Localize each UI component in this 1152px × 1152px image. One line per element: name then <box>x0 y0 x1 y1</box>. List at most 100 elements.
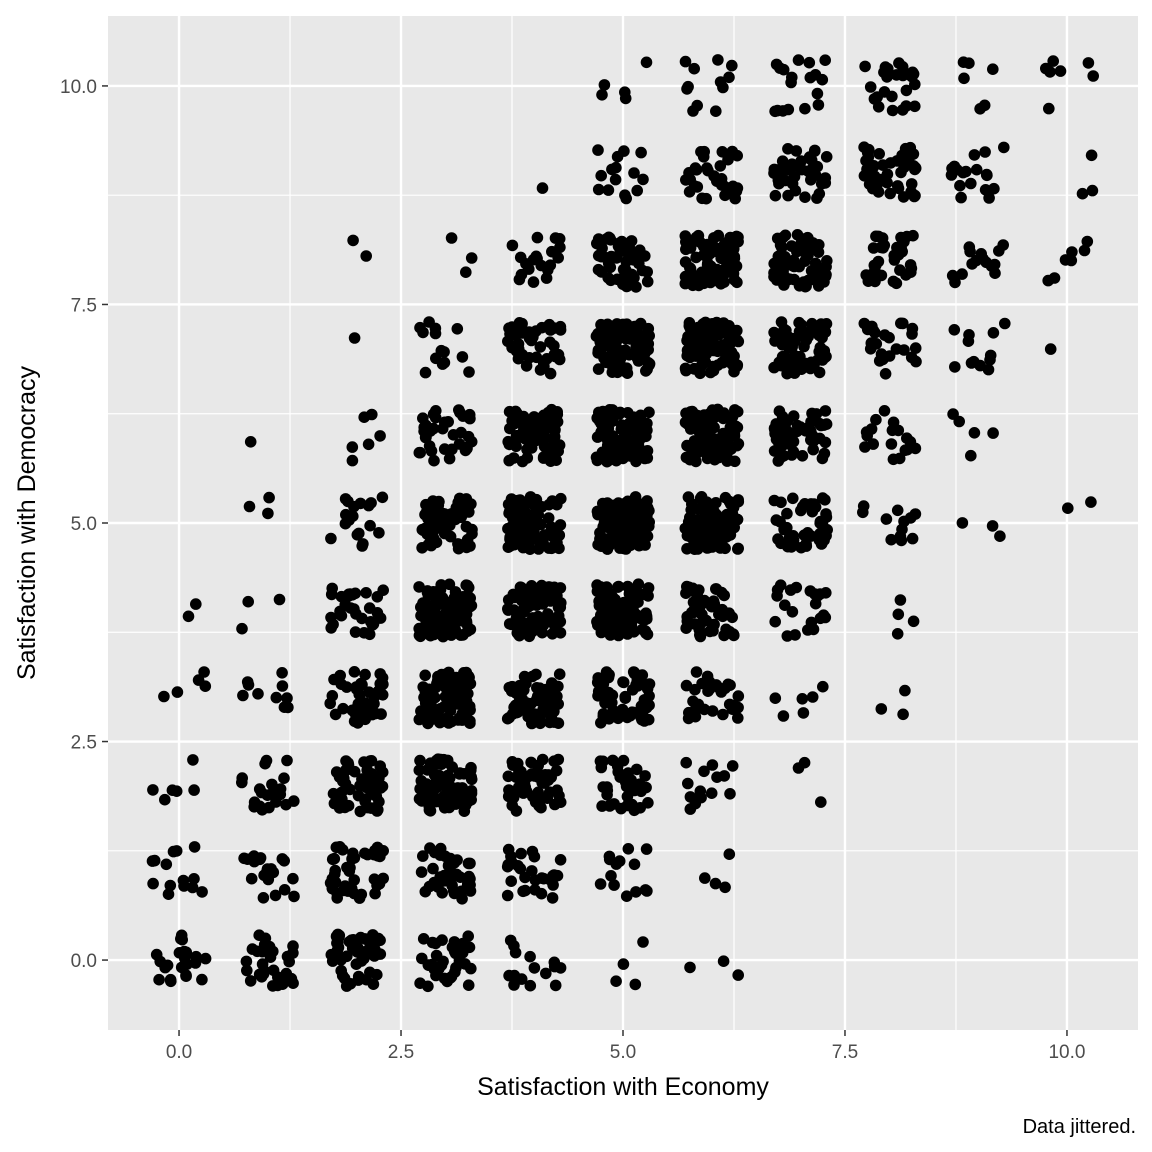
data-point <box>947 408 959 420</box>
data-point <box>342 885 354 897</box>
data-point <box>600 324 612 336</box>
data-point <box>681 580 693 593</box>
data-point <box>1081 235 1094 248</box>
data-point <box>879 61 892 73</box>
data-point <box>1085 149 1098 162</box>
data-point <box>621 318 633 331</box>
data-point <box>346 704 359 717</box>
data-point <box>892 424 905 437</box>
data-point <box>1054 65 1067 77</box>
data-point <box>192 674 205 686</box>
data-point <box>616 703 629 716</box>
data-point <box>273 593 286 606</box>
data-point <box>687 105 699 117</box>
data-point <box>364 519 376 532</box>
x-tick-label: 10.0 <box>1048 1042 1085 1063</box>
data-point <box>609 173 622 186</box>
data-point <box>643 358 656 370</box>
data-point <box>726 760 739 772</box>
data-point <box>706 619 718 631</box>
data-point <box>610 330 623 342</box>
data-point <box>343 865 356 877</box>
data-point <box>508 940 520 952</box>
data-point <box>684 173 696 186</box>
data-point <box>505 875 517 887</box>
data-point <box>857 506 869 519</box>
data-point <box>594 878 607 890</box>
data-point <box>325 611 337 624</box>
data-point <box>626 249 638 261</box>
data-point <box>710 497 722 509</box>
data-point <box>465 435 478 448</box>
data-point <box>1082 57 1095 69</box>
data-point <box>909 100 921 113</box>
data-point <box>891 628 904 640</box>
data-point <box>420 431 432 443</box>
data-point <box>892 182 905 195</box>
data-point <box>236 622 248 635</box>
y-tick-label: 2.5 <box>71 733 97 754</box>
data-point <box>791 425 803 438</box>
data-point <box>798 756 811 769</box>
data-point <box>346 441 359 453</box>
data-point <box>769 189 782 202</box>
data-point <box>417 326 429 339</box>
data-point <box>362 438 375 451</box>
data-point <box>511 627 524 639</box>
data-point <box>779 276 791 288</box>
data-point <box>276 978 289 990</box>
data-point <box>506 756 519 768</box>
data-point <box>805 434 817 446</box>
data-point <box>628 858 641 871</box>
data-point <box>616 235 628 248</box>
data-point <box>373 527 385 539</box>
data-point <box>550 454 562 467</box>
data-point <box>692 321 704 334</box>
data-point <box>508 418 520 430</box>
data-point <box>188 784 200 796</box>
data-point <box>697 516 709 529</box>
data-point <box>688 362 701 375</box>
data-point <box>624 450 637 462</box>
data-point <box>528 708 541 720</box>
data-point <box>502 603 514 615</box>
data-point <box>805 530 817 542</box>
data-point <box>545 593 558 606</box>
data-point <box>891 504 904 517</box>
data-point <box>705 787 718 799</box>
data-point <box>715 586 728 599</box>
data-point <box>428 454 440 467</box>
data-point <box>281 754 293 767</box>
data-point <box>413 446 426 459</box>
data-point <box>694 629 706 641</box>
data-point <box>704 366 717 379</box>
data-point <box>539 769 552 781</box>
data-point <box>417 850 429 862</box>
data-point <box>253 929 265 941</box>
data-point <box>521 443 533 456</box>
data-point <box>690 350 702 362</box>
data-point <box>818 447 831 460</box>
data-point <box>614 344 626 357</box>
data-point <box>872 255 885 268</box>
data-points <box>146 54 1099 993</box>
data-point <box>697 151 710 163</box>
data-point <box>697 501 710 514</box>
data-point <box>899 684 911 697</box>
data-point <box>819 405 832 417</box>
data-point <box>886 104 899 117</box>
data-point <box>960 165 972 178</box>
y-axis-title: Satisfaction with Democracy <box>13 366 41 681</box>
data-point <box>548 350 561 363</box>
data-point <box>150 948 163 961</box>
data-point <box>528 962 541 974</box>
data-point <box>618 527 631 540</box>
data-point <box>444 972 457 984</box>
data-point <box>634 802 646 814</box>
data-point <box>781 367 793 380</box>
data-point <box>1059 254 1072 266</box>
data-point <box>534 537 546 550</box>
data-point <box>622 843 635 855</box>
data-point <box>419 885 432 898</box>
data-point <box>785 240 798 252</box>
